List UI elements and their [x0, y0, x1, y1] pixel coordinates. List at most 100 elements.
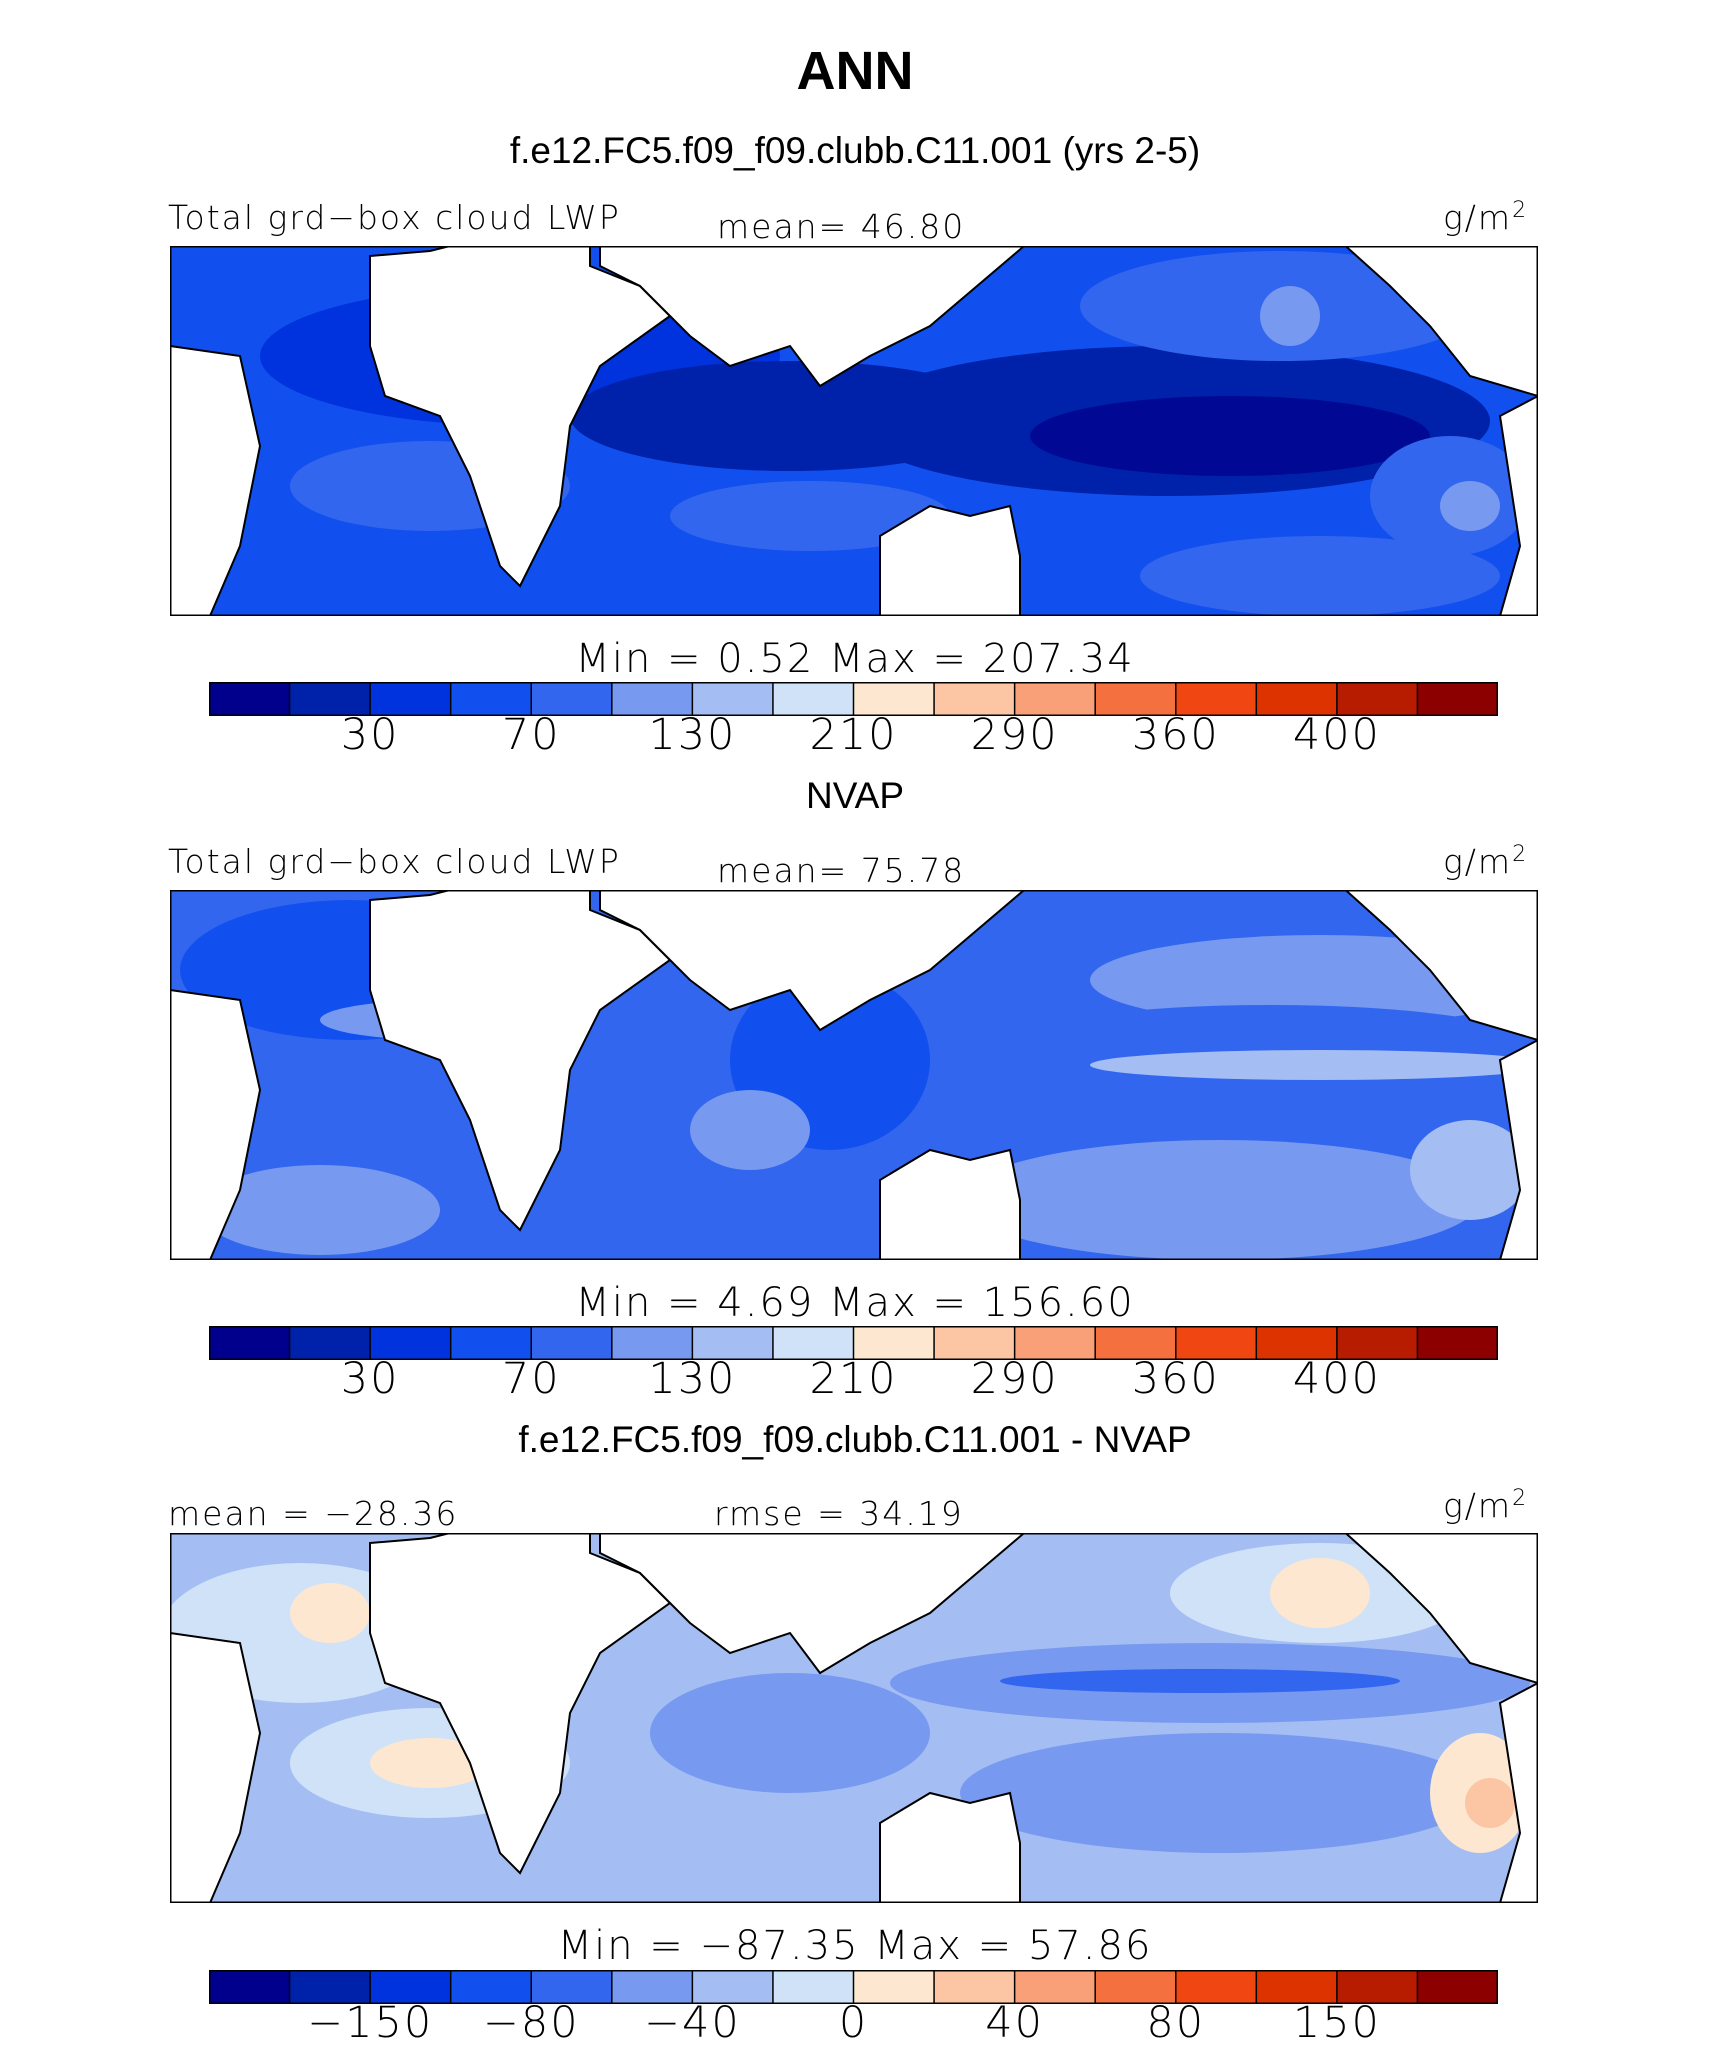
field-contour [290, 1583, 370, 1643]
colorbar-tick-label: 400 [1292, 710, 1381, 760]
colorbar-tick-label: 0 [838, 1998, 869, 2048]
colorbar-swatch [772, 682, 854, 716]
colorbar-swatch [1336, 1326, 1418, 1360]
colorbar-tick-label: 210 [809, 710, 898, 760]
colorbar-swatch [1175, 682, 1257, 716]
panel-3-header: f.e12.FC5.f09_f09.clubb.C11.001 - NVAP [518, 1419, 1192, 1460]
panel-1-units: g/m2 [1443, 198, 1529, 237]
colorbar-swatch [209, 1326, 291, 1360]
field-contour [370, 1738, 490, 1788]
panel-3-minmax: Min = −87.35 Max = 57.86 [557, 1923, 1153, 1969]
colorbar-swatch [1175, 1326, 1257, 1360]
land-mass [879, 504, 1021, 616]
land-mass [599, 890, 1026, 1032]
panel-2-map [170, 890, 1538, 1260]
colorbar-tick-label: 360 [1131, 710, 1220, 760]
land-mass [879, 1148, 1021, 1260]
panel-3-map [170, 1533, 1538, 1903]
colorbar-swatch [209, 682, 291, 716]
colorbar-tick-label: 360 [1131, 1354, 1220, 1404]
colorbar-swatch [450, 1970, 532, 2004]
field-contour [670, 481, 950, 551]
colorbar-swatch [611, 1326, 693, 1360]
land-mass [1344, 1533, 1538, 1685]
field-contour [650, 1673, 930, 1793]
figure-title: ANN [796, 41, 914, 101]
colorbar-swatch [1014, 682, 1096, 716]
colorbar-swatch [692, 682, 774, 716]
colorbar-swatch [853, 1326, 935, 1360]
colorbar-swatch [370, 682, 452, 716]
colorbar-tick-label: −150 [307, 1998, 434, 2048]
colorbar-swatch [1256, 1970, 1338, 2004]
colorbar-tick-label: 130 [648, 1354, 737, 1404]
colorbar-tick-label: 290 [970, 710, 1059, 760]
colorbar-swatch [772, 1970, 854, 2004]
land-mass [369, 1533, 672, 1875]
panel-2-colorbar [209, 1326, 1498, 1360]
field-contour [1465, 1778, 1515, 1828]
panel-1-header: f.e12.FC5.f09_f09.clubb.C11.001 (yrs 2-5… [509, 130, 1201, 171]
colorbar-swatch [1095, 1326, 1177, 1360]
field-contour [960, 1140, 1480, 1260]
colorbar-swatch [611, 1970, 693, 2004]
land-mass [170, 988, 262, 1260]
field-contour [1090, 1050, 1538, 1080]
colorbar-swatch [1417, 682, 1498, 716]
colorbar-swatch [531, 1970, 613, 2004]
land-mass [170, 1631, 262, 1903]
panel-2-minmax: Min = 4.69 Max = 156.60 [575, 1280, 1135, 1326]
colorbar-tick-label: 40 [985, 1998, 1044, 2048]
colorbar-swatch [1256, 682, 1338, 716]
colorbar-swatch [853, 682, 935, 716]
field-contour [690, 1090, 810, 1170]
panel-1-minmax: Min = 0.52 Max = 207.34 [575, 636, 1135, 682]
colorbar-swatch [934, 1326, 1016, 1360]
panel-2-units: g/m2 [1443, 842, 1529, 881]
colorbar-swatch [531, 1326, 613, 1360]
colorbar-tick-label: 150 [1292, 1998, 1381, 2048]
colorbar-border [209, 1326, 1498, 1360]
colorbar-tick-label: 400 [1292, 1354, 1381, 1404]
colorbar-swatch [1095, 1970, 1177, 2004]
colorbar-swatch [772, 1326, 854, 1360]
colorbar-tick-label: 130 [648, 710, 737, 760]
colorbar-swatch [289, 1326, 371, 1360]
colorbar-tick-label: −40 [644, 1998, 741, 2048]
panel-2-mean-label: mean= 75.78 [717, 851, 966, 890]
colorbar-border [209, 1970, 1498, 2004]
colorbar-border [209, 682, 1498, 716]
colorbar-tick-label: 290 [970, 1354, 1059, 1404]
panel-1-variable-label: Total grd−box cloud LWP [168, 198, 621, 237]
field-contour [1260, 286, 1320, 346]
colorbar-swatch [1014, 1326, 1096, 1360]
field-contour [200, 1165, 440, 1255]
panel-3-units: g/m2 [1443, 1486, 1529, 1525]
land-mass [369, 890, 672, 1232]
colorbar-swatch [692, 1326, 774, 1360]
field-contour [1140, 536, 1500, 616]
colorbar-swatch [289, 682, 371, 716]
field-contour [1410, 1120, 1530, 1220]
colorbar-swatch [450, 682, 532, 716]
colorbar-swatch [289, 1970, 371, 2004]
colorbar-tick-label: 30 [340, 710, 400, 760]
panel-1-map [170, 246, 1538, 616]
land-mass [1344, 246, 1538, 398]
land-mass [1498, 1681, 1538, 1903]
colorbar-swatch [1256, 1326, 1338, 1360]
colorbar-swatch [692, 1970, 774, 2004]
colorbar-tick-label: 30 [340, 1354, 400, 1404]
colorbar-swatch [370, 1970, 452, 2004]
colorbar-tick-label: 80 [1146, 1998, 1206, 2048]
colorbar-swatch [1014, 1970, 1096, 2004]
field-contour [1030, 396, 1430, 476]
land-mass [369, 246, 672, 588]
panel-2-variable-label: Total grd−box cloud LWP [168, 842, 621, 881]
land-mass [599, 1533, 1026, 1675]
panel-2-header: NVAP [805, 775, 904, 816]
field-contour [1440, 481, 1500, 531]
colorbar-tick-label: 210 [809, 1354, 898, 1404]
field-contour [1000, 1669, 1400, 1693]
panel-1-mean-label: mean= 46.80 [717, 207, 966, 246]
